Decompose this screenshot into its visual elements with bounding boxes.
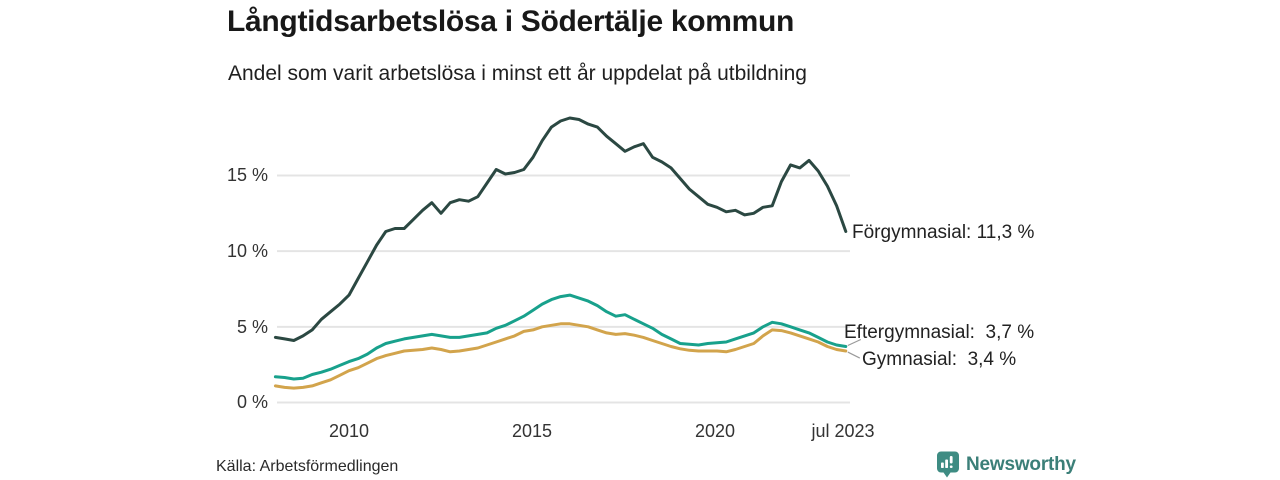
series-label-eftergymnasial: Eftergymnasial: 3,7 % <box>844 322 1035 343</box>
y-tick-label-15: 15 % <box>226 165 268 185</box>
series-line-forgymnasial <box>273 116 848 342</box>
series-line-eftergymnasial <box>273 293 848 381</box>
label-connector-gymnasial <box>847 351 861 359</box>
chart-title: Långtidsarbetslösa i Södertälje kommun <box>227 5 795 38</box>
y-tick-label-0: 0 % <box>236 392 268 412</box>
chart-subtitle: Andel som varit arbetslösa i minst ett å… <box>228 62 807 85</box>
newsworthy-logo: Newsworthy <box>936 451 1076 478</box>
label-connector-eftergymnasial <box>847 338 862 347</box>
newsworthy-icon <box>937 451 959 478</box>
series-line-gymnasial <box>273 322 848 390</box>
newsworthy-wordmark: Newsworthy <box>966 453 1076 475</box>
series-label-gymnasial: Gymnasial: 3,4 % <box>862 349 1017 370</box>
x-tick-label-2010: 2010 <box>328 421 370 441</box>
x-tick-label-jul2023: jul 2023 <box>811 421 875 441</box>
y-tick-label-10: 10 % <box>226 241 268 261</box>
x-tick-label-2015: 2015 <box>511 421 553 441</box>
x-tick-label-2020: 2020 <box>694 421 736 441</box>
source-note: Källa: Arbetsförmedlingen <box>216 458 399 475</box>
series-label-forgymnasial: Förgymnasial: 11,3 % <box>852 222 1035 243</box>
y-tick-label-5: 5 % <box>236 317 268 337</box>
